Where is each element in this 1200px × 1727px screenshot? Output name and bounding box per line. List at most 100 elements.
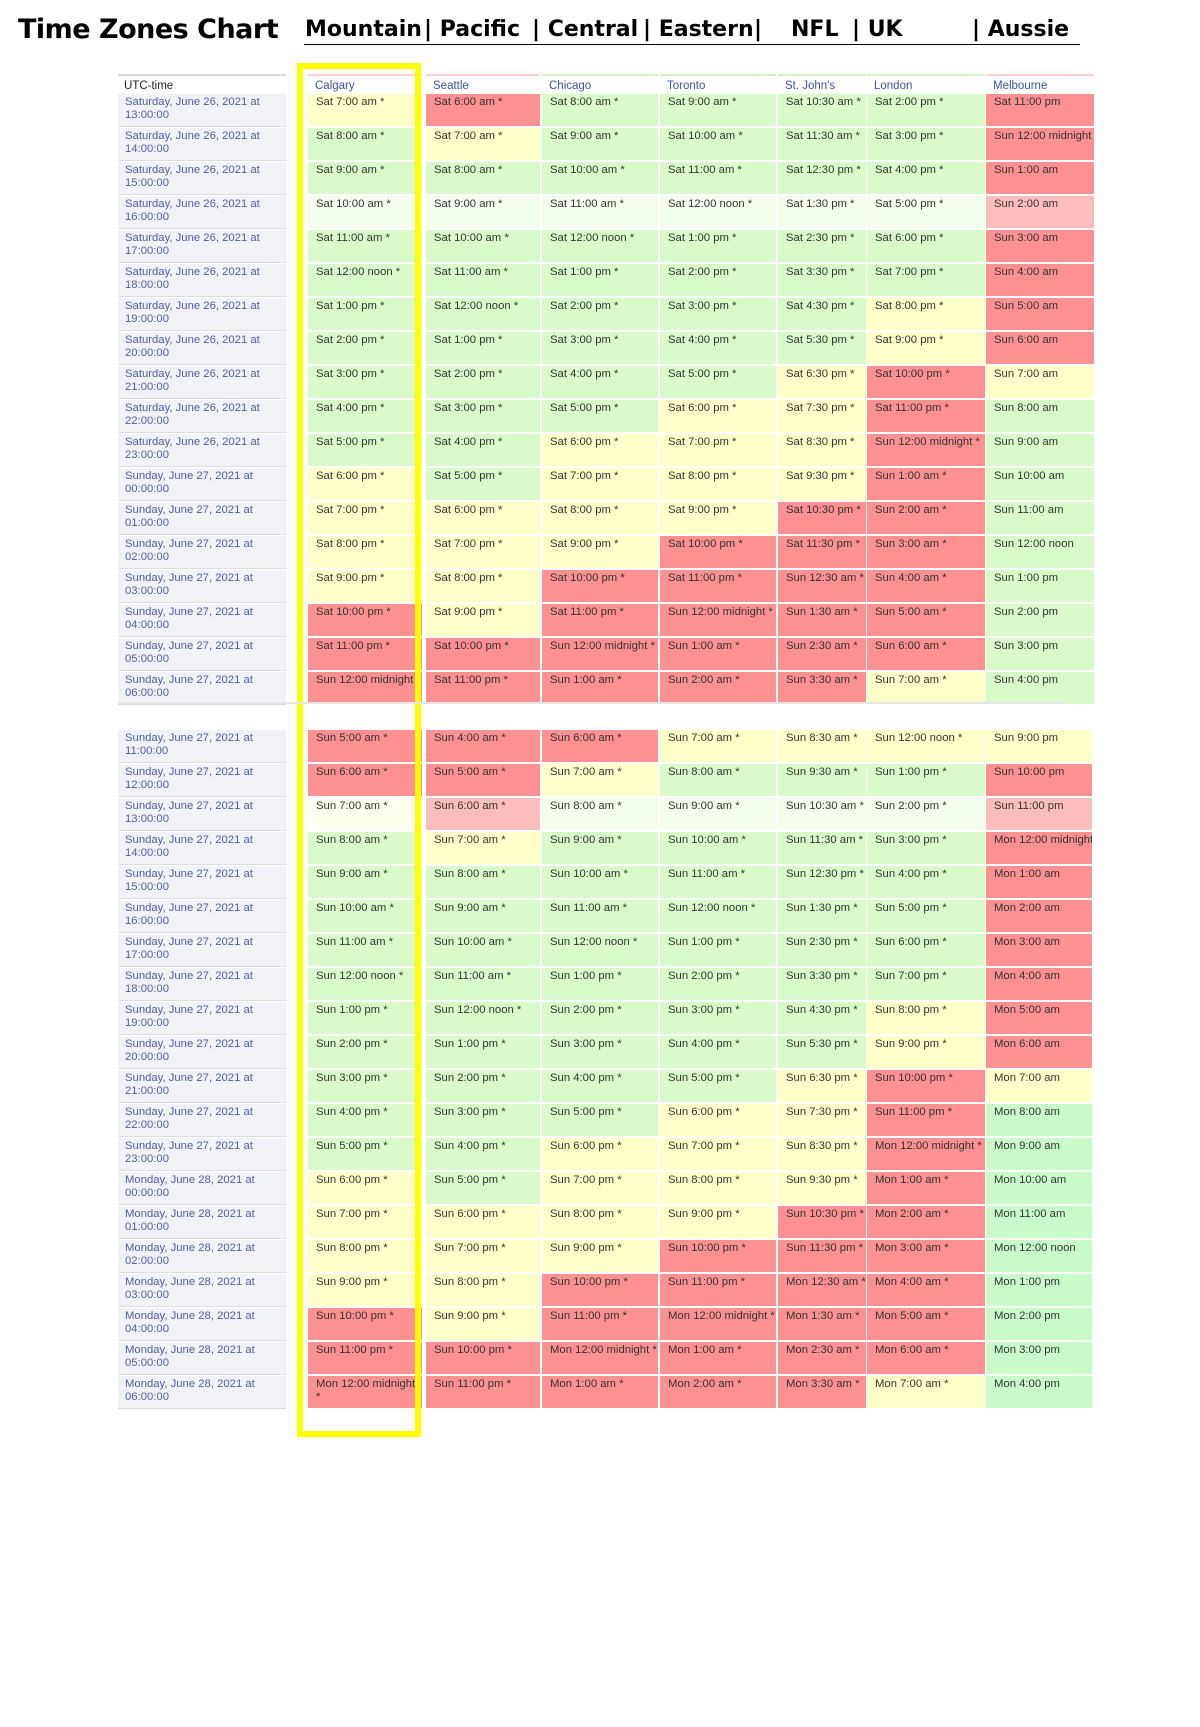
table-row: Sunday, June 27, 2021 at 18:00:00 Sun 12:…	[118, 968, 1092, 1002]
utc-time-cell[interactable]: Sunday, June 27, 2021 at 00:00:00	[118, 468, 286, 501]
toronto-time-cell: Sat 1:00 pm *	[660, 230, 776, 263]
stjohns-time-cell: Sun 8:30 pm *	[778, 1138, 866, 1171]
utc-time-cell[interactable]: Sunday, June 27, 2021 at 16:00:00	[118, 900, 286, 933]
header-color-strip	[542, 74, 658, 76]
melbourne-time-cell: Sun 11:00 am	[986, 502, 1094, 535]
column-header-toronto[interactable]: Toronto	[667, 80, 706, 92]
stjohns-time-cell: Sat 12:30 pm *	[778, 162, 866, 195]
column-header-stjohns[interactable]: St. John's	[785, 80, 836, 92]
melbourne-time-cell: Sun 5:00 am	[986, 298, 1094, 331]
utc-time-cell[interactable]: Sunday, June 27, 2021 at 05:00:00	[118, 638, 286, 671]
toronto-time-cell: Sat 10:00 pm *	[660, 536, 776, 569]
toronto-time-cell: Sat 11:00 am *	[660, 162, 776, 195]
utc-time-cell[interactable]: Sunday, June 27, 2021 at 01:00:00	[118, 502, 286, 535]
stjohns-time-cell: Sun 1:30 pm *	[778, 900, 866, 933]
stjohns-time-cell: Sat 8:30 pm *	[778, 434, 866, 467]
column-header-seattle[interactable]: Seattle	[433, 80, 469, 92]
zone-label-pacific: | Pacific	[424, 17, 521, 42]
utc-time-cell[interactable]: Sunday, June 27, 2021 at 06:00:00	[118, 672, 286, 705]
london-time-cell: Mon 12:00 midnight *	[867, 1138, 985, 1171]
london-time-cell: Sun 6:00 am *	[867, 638, 985, 671]
chicago-time-cell: Sun 12:00 midnight *	[542, 638, 658, 671]
chicago-time-cell: Sun 7:00 pm *	[542, 1172, 658, 1205]
column-header-chicago[interactable]: Chicago	[549, 80, 592, 92]
table-row: Saturday, June 26, 2021 at 19:00:00 Sat 1…	[118, 298, 1094, 332]
utc-time-cell[interactable]: Sunday, June 27, 2021 at 11:00:00	[118, 730, 286, 763]
calgary-time-cell: Sat 3:00 pm *	[308, 366, 422, 399]
utc-time-cell[interactable]: Sunday, June 27, 2021 at 19:00:00	[118, 1002, 286, 1035]
utc-time-cell[interactable]: Saturday, June 26, 2021 at 16:00:00	[118, 196, 286, 229]
utc-time-cell[interactable]: Saturday, June 26, 2021 at 23:00:00	[118, 434, 286, 467]
table-divider	[118, 702, 1068, 704]
melbourne-time-cell: Sun 9:00 pm	[986, 730, 1092, 763]
stjohns-time-cell: Sun 10:30 am *	[778, 798, 866, 831]
london-time-cell: Sun 5:00 pm *	[867, 900, 985, 933]
utc-time-cell[interactable]: Sunday, June 27, 2021 at 20:00:00	[118, 1036, 286, 1069]
utc-time-cell[interactable]: Saturday, June 26, 2021 at 18:00:00	[118, 264, 286, 297]
utc-time-cell[interactable]: Sunday, June 27, 2021 at 17:00:00	[118, 934, 286, 967]
table-row: Saturday, June 26, 2021 at 21:00:00 Sat 3…	[118, 366, 1094, 400]
utc-time-cell[interactable]: Sunday, June 27, 2021 at 13:00:00	[118, 798, 286, 831]
london-time-cell: Sun 2:00 pm *	[867, 798, 985, 831]
utc-time-cell[interactable]: Saturday, June 26, 2021 at 20:00:00	[118, 332, 286, 365]
utc-time-cell[interactable]: Saturday, June 26, 2021 at 21:00:00	[118, 366, 286, 399]
toronto-time-cell: Sat 2:00 pm *	[660, 264, 776, 297]
utc-time-cell[interactable]: Sunday, June 27, 2021 at 03:00:00	[118, 570, 286, 603]
table-row: Monday, June 28, 2021 at 01:00:00 Sun 7:0…	[118, 1206, 1092, 1240]
chicago-time-cell: Sat 5:00 pm *	[542, 400, 658, 433]
utc-time-cell[interactable]: Sunday, June 27, 2021 at 22:00:00	[118, 1104, 286, 1137]
utc-time-cell[interactable]: Sunday, June 27, 2021 at 12:00:00	[118, 764, 286, 797]
utc-time-cell[interactable]: Saturday, June 26, 2021 at 19:00:00	[118, 298, 286, 331]
utc-time-cell[interactable]: Saturday, June 26, 2021 at 17:00:00	[118, 230, 286, 263]
seattle-time-cell: Sat 12:00 noon *	[426, 298, 540, 331]
toronto-time-cell: Sun 8:00 pm *	[660, 1172, 776, 1205]
calgary-time-cell: Sat 11:00 pm *	[308, 638, 422, 671]
seattle-time-cell: Sun 4:00 pm *	[426, 1138, 540, 1171]
london-time-cell: Sun 7:00 am *	[867, 672, 985, 705]
stjohns-time-cell: Sat 11:30 pm *	[778, 536, 866, 569]
chicago-time-cell: Sat 8:00 am *	[542, 94, 658, 127]
utc-time-cell[interactable]: Monday, June 28, 2021 at 02:00:00	[118, 1240, 286, 1273]
utc-time-cell[interactable]: Sunday, June 27, 2021 at 23:00:00	[118, 1138, 286, 1171]
stjohns-time-cell: Sat 5:30 pm *	[778, 332, 866, 365]
utc-time-cell[interactable]: Saturday, June 26, 2021 at 15:00:00	[118, 162, 286, 195]
utc-time-cell[interactable]: Monday, June 28, 2021 at 00:00:00	[118, 1172, 286, 1205]
london-time-cell: Sun 2:00 am *	[867, 502, 985, 535]
utc-time-cell[interactable]: Monday, June 28, 2021 at 04:00:00	[118, 1308, 286, 1341]
utc-time-cell[interactable]: Monday, June 28, 2021 at 03:00:00	[118, 1274, 286, 1307]
table-row: Saturday, June 26, 2021 at 17:00:00 Sat 1…	[118, 230, 1094, 264]
utc-time-cell[interactable]: Saturday, June 26, 2021 at 22:00:00	[118, 400, 286, 433]
column-header-melbourne[interactable]: Melbourne	[993, 80, 1048, 92]
utc-time-cell[interactable]: Sunday, June 27, 2021 at 15:00:00	[118, 866, 286, 899]
utc-time-cell[interactable]: Monday, June 28, 2021 at 06:00:00	[118, 1376, 286, 1409]
seattle-time-cell: Sat 5:00 pm *	[426, 468, 540, 501]
utc-time-cell[interactable]: Sunday, June 27, 2021 at 18:00:00	[118, 968, 286, 1001]
utc-time-cell[interactable]: Saturday, June 26, 2021 at 14:00:00	[118, 128, 286, 161]
london-time-cell: Sun 1:00 pm *	[867, 764, 985, 797]
utc-time-cell[interactable]: Monday, June 28, 2021 at 05:00:00	[118, 1342, 286, 1375]
utc-time-cell[interactable]: Sunday, June 27, 2021 at 14:00:00	[118, 832, 286, 865]
utc-time-cell[interactable]: Sunday, June 27, 2021 at 02:00:00	[118, 536, 286, 569]
london-time-cell: Sat 10:00 pm *	[867, 366, 985, 399]
utc-time-cell[interactable]: Sunday, June 27, 2021 at 21:00:00	[118, 1070, 286, 1103]
chicago-time-cell: Sat 9:00 am *	[542, 128, 658, 161]
london-time-cell: Sun 11:00 pm *	[867, 1104, 985, 1137]
utc-time-cell[interactable]: Saturday, June 26, 2021 at 13:00:00	[118, 94, 286, 127]
melbourne-time-cell: Mon 1:00 pm	[986, 1274, 1092, 1307]
london-time-cell: Sun 1:00 am *	[867, 468, 985, 501]
utc-time-cell[interactable]: Monday, June 28, 2021 at 01:00:00	[118, 1206, 286, 1239]
stjohns-time-cell: Sat 9:30 pm *	[778, 468, 866, 501]
column-header-calgary[interactable]: Calgary	[315, 80, 355, 92]
seattle-time-cell: Sun 2:00 pm *	[426, 1070, 540, 1103]
seattle-time-cell: Sun 7:00 am *	[426, 832, 540, 865]
column-header-london[interactable]: London	[874, 80, 913, 92]
table-row: Monday, June 28, 2021 at 06:00:00 Mon 12:…	[118, 1376, 1092, 1410]
seattle-time-cell: Sat 7:00 pm *	[426, 536, 540, 569]
utc-time-cell[interactable]: Sunday, June 27, 2021 at 04:00:00	[118, 604, 286, 637]
table-row: Monday, June 28, 2021 at 05:00:00 Sun 11:…	[118, 1342, 1092, 1376]
london-time-cell: Mon 1:00 am *	[867, 1172, 985, 1205]
calgary-time-cell: Sat 7:00 am *	[308, 94, 422, 127]
chicago-time-cell: Sat 12:00 noon *	[542, 230, 658, 263]
london-time-cell: Sun 12:00 noon *	[867, 730, 985, 763]
toronto-time-cell: Sat 4:00 pm *	[660, 332, 776, 365]
